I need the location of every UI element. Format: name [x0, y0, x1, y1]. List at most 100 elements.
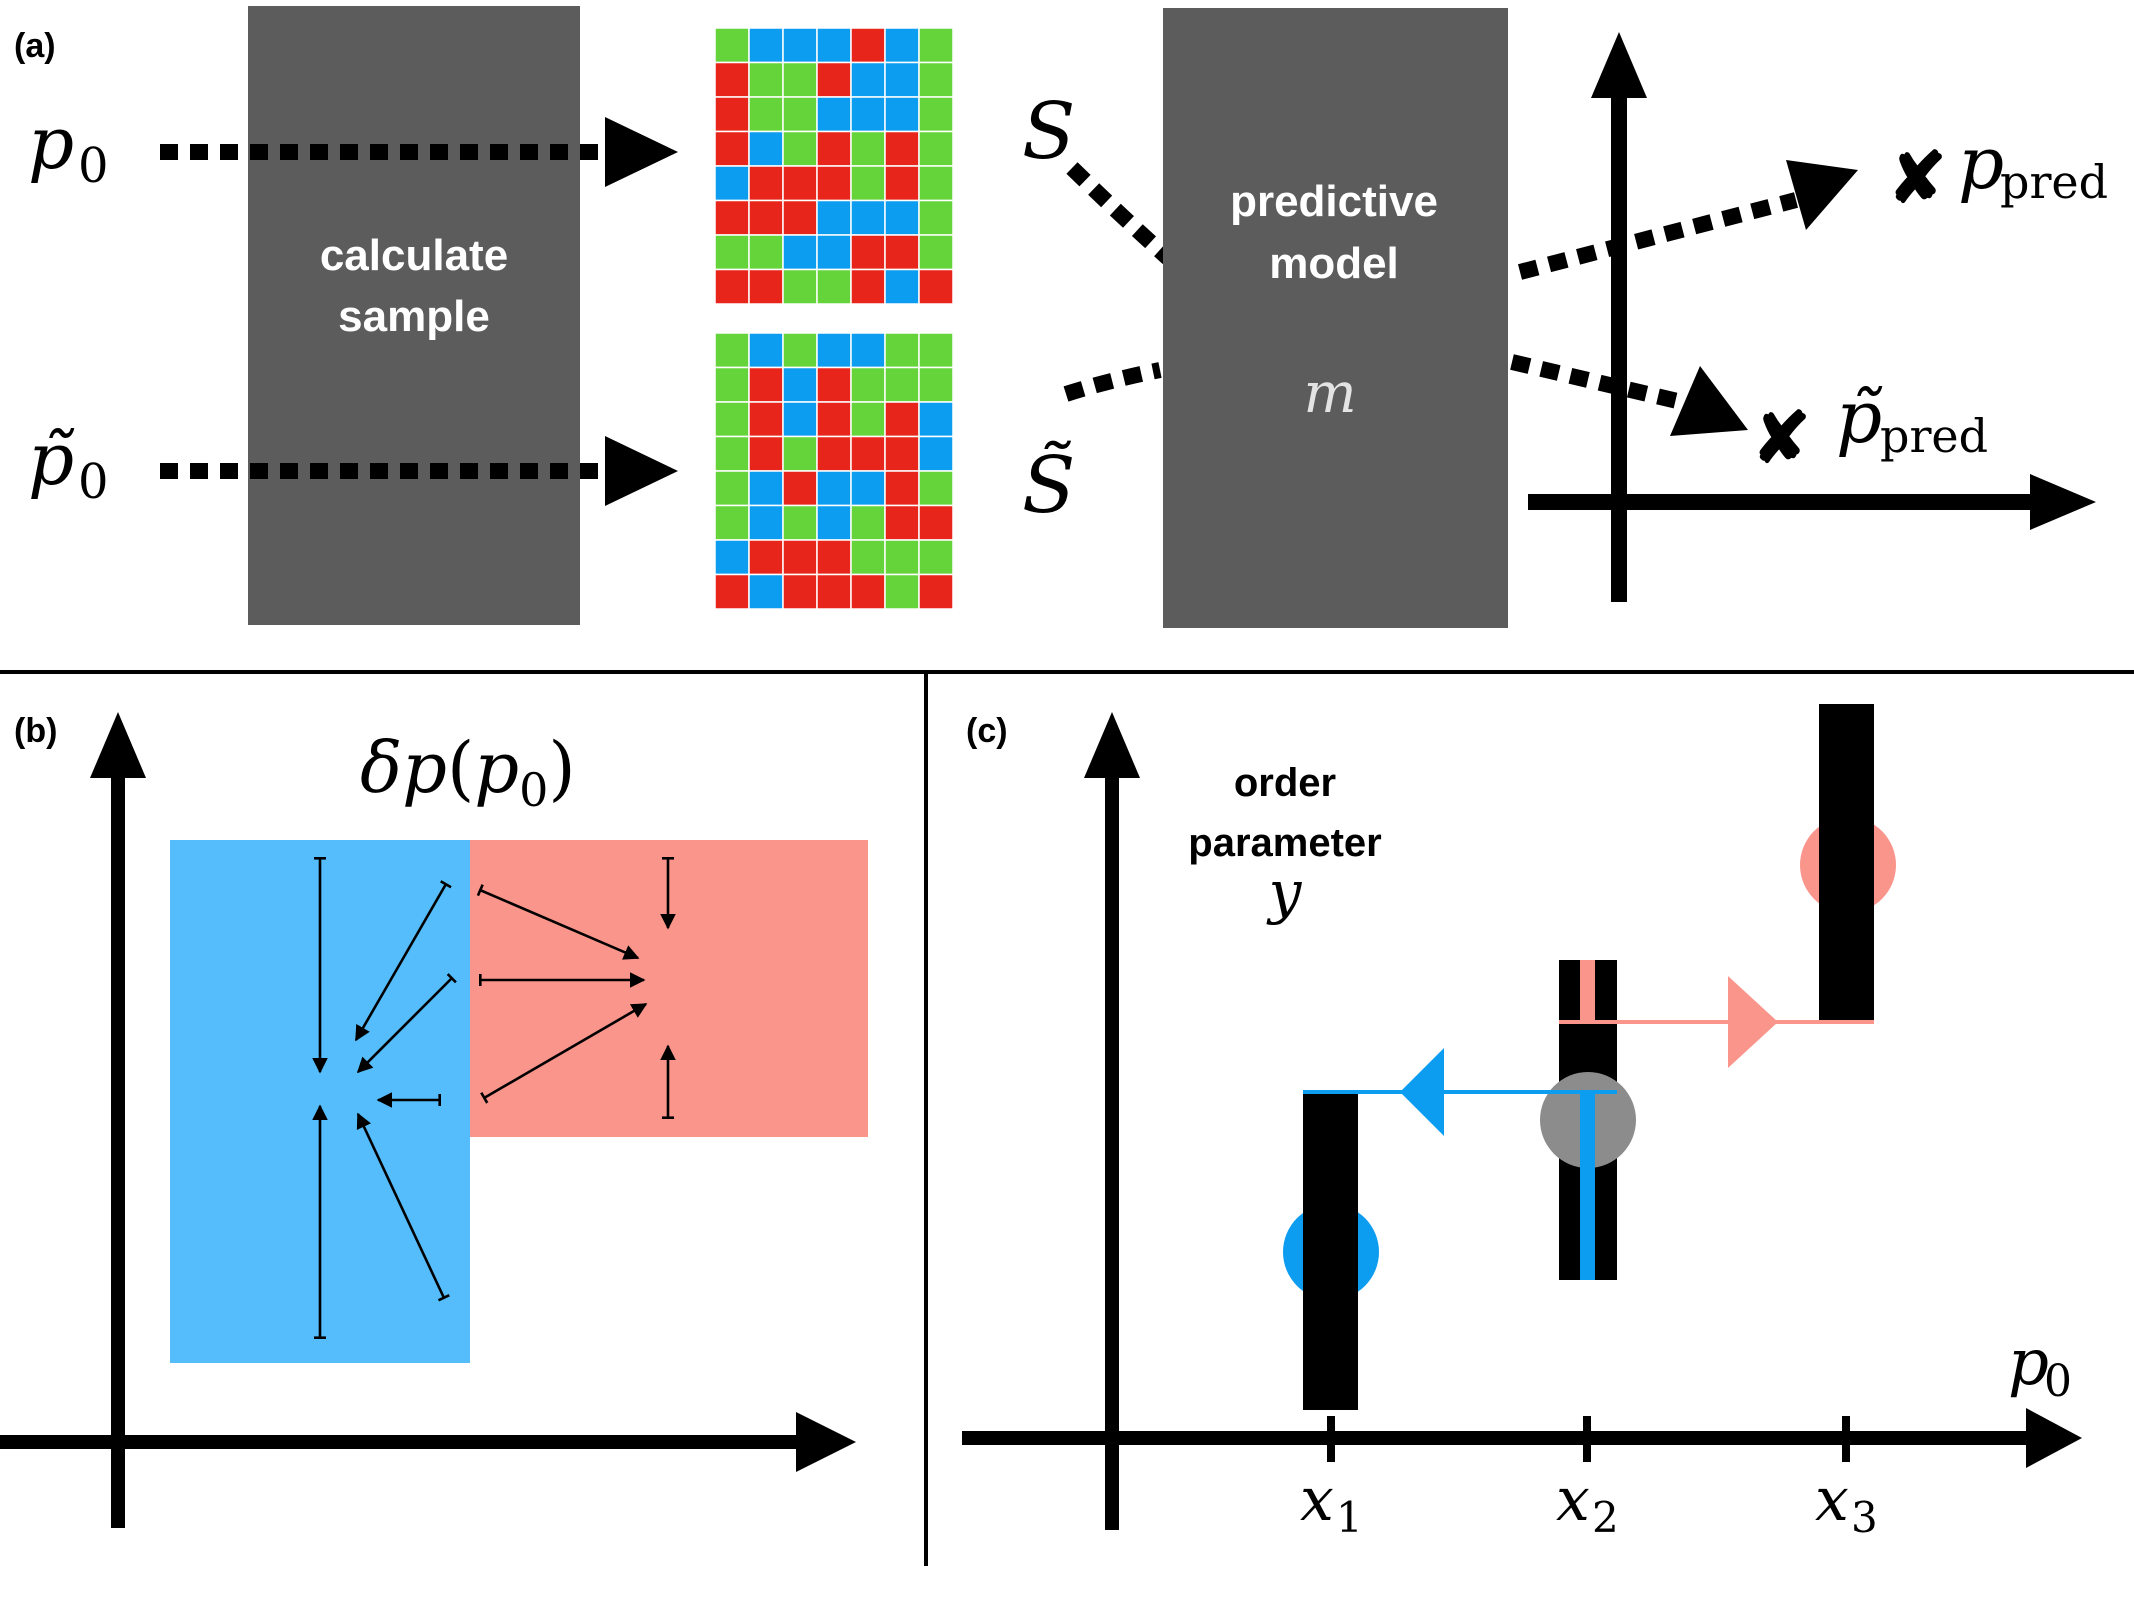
panel-a: (a) p 0 p̃ 0 calculate sample S S̃ predi… — [14, 6, 2108, 628]
red-strip-x2 — [1580, 960, 1595, 1022]
grid-cell — [850, 199, 886, 236]
arrow-S-tilde-to-model — [1063, 362, 1162, 402]
grid-cell — [884, 130, 920, 167]
grid-cell — [850, 366, 886, 403]
predictive-model-label-1: predictive — [1230, 177, 1438, 226]
grid-cell — [918, 268, 954, 305]
grid-cell — [714, 96, 750, 133]
grid-cell — [816, 332, 852, 369]
grid-cell — [884, 61, 920, 98]
panel-a-tag: (a) — [14, 27, 56, 65]
grid-cell — [748, 539, 784, 576]
blue-flow-arrows — [312, 857, 457, 1339]
title-subscript: 0 — [519, 763, 548, 817]
grid-cell — [714, 332, 750, 369]
arrow-ppred-tilde-head — [1670, 366, 1748, 436]
arrow-p0-head — [605, 117, 678, 187]
grid-cell — [816, 539, 852, 576]
grid-cell — [782, 573, 818, 610]
grid-cell — [748, 96, 784, 133]
grid-cell — [816, 27, 852, 64]
grid-cell — [782, 401, 818, 438]
grid-cell — [884, 401, 920, 438]
sample-grid-S-tilde — [714, 332, 954, 610]
grid-cell — [816, 401, 852, 438]
grid-cell — [884, 199, 920, 236]
grid-cell — [748, 234, 784, 271]
grid-cell — [918, 27, 954, 64]
input-p0-subscript: 0 — [78, 138, 109, 194]
sample-S-tilde-label: S̃ — [1022, 439, 1075, 531]
tick-label-x3-sub: 3 — [1851, 1493, 1878, 1542]
grid-cell — [918, 504, 954, 541]
output-x-axis-head — [2030, 474, 2096, 530]
grid-cell — [850, 401, 886, 438]
grid-cell — [816, 573, 852, 610]
grid-cell — [918, 130, 954, 167]
grid-cell — [816, 234, 852, 271]
grid-cell — [884, 268, 920, 305]
title-delta: δ — [360, 727, 402, 809]
grid-cell — [714, 268, 750, 305]
arrow-model-to-ppred-tilde — [1510, 354, 1692, 412]
arrow-ppred-head — [1786, 160, 1858, 230]
grid-cell — [748, 199, 784, 236]
grid-cell — [748, 268, 784, 305]
grid-cell — [714, 539, 750, 576]
grid-cell — [748, 332, 784, 369]
grid-cell — [748, 366, 784, 403]
grid-cell — [850, 165, 886, 202]
grid-cell — [748, 130, 784, 167]
ppred-tilde-symbol: p̃ — [1836, 375, 1882, 459]
grid-cell — [918, 366, 954, 403]
input-p0-tilde-symbol: p̃ — [28, 417, 74, 501]
grid-cell — [918, 435, 954, 472]
grid-cell — [782, 435, 818, 472]
grid-cell — [884, 96, 920, 133]
range-bar-x1 — [1303, 1092, 1358, 1410]
grid-cell — [884, 234, 920, 271]
tick-label-x2: x — [1556, 1465, 1590, 1535]
calculate-sample-label-2: sample — [338, 292, 490, 341]
grid-cell — [782, 268, 818, 305]
grid-cell — [918, 332, 954, 369]
grid-cell — [918, 401, 954, 438]
flow-arrow — [476, 884, 640, 960]
arrow-p0-tilde-head — [605, 436, 678, 506]
grid-cell — [884, 27, 920, 64]
grid-cell — [918, 573, 954, 610]
tick-label-x2-sub: 2 — [1592, 1493, 1619, 1542]
grid-cell — [816, 96, 852, 133]
grid-cell — [748, 27, 784, 64]
red-link-arrowhead — [1728, 976, 1778, 1068]
grid-cell — [782, 366, 818, 403]
grid-cell — [782, 27, 818, 64]
grid-cell — [714, 61, 750, 98]
grid-cell — [748, 470, 784, 507]
grid-cell — [714, 435, 750, 472]
grid-cell — [782, 504, 818, 541]
c-x-axis-head — [2026, 1408, 2082, 1468]
c-ylabel-line2: parameter — [1188, 821, 1381, 865]
grid-cell — [884, 165, 920, 202]
grid-cell — [714, 401, 750, 438]
grid-cell — [782, 234, 818, 271]
panel-c: (c) order parameter y p 0 x 1 x 2 x 3 — [962, 704, 2082, 1542]
grid-cell — [782, 96, 818, 133]
tick-label-x1-sub: 1 — [1336, 1493, 1363, 1542]
grid-cell — [884, 573, 920, 610]
grid-cell — [748, 573, 784, 610]
panel-b-tag: (b) — [14, 712, 57, 750]
grid-cell — [816, 504, 852, 541]
grid-cell — [782, 332, 818, 369]
grid-cell — [850, 332, 886, 369]
grid-cell — [748, 401, 784, 438]
model-symbol-m: m — [1303, 361, 1356, 426]
grid-cell — [918, 470, 954, 507]
grid-cell — [884, 435, 920, 472]
grid-cell — [918, 165, 954, 202]
grid-cell — [850, 234, 886, 271]
grid-cell — [816, 435, 852, 472]
grid-cell — [918, 199, 954, 236]
